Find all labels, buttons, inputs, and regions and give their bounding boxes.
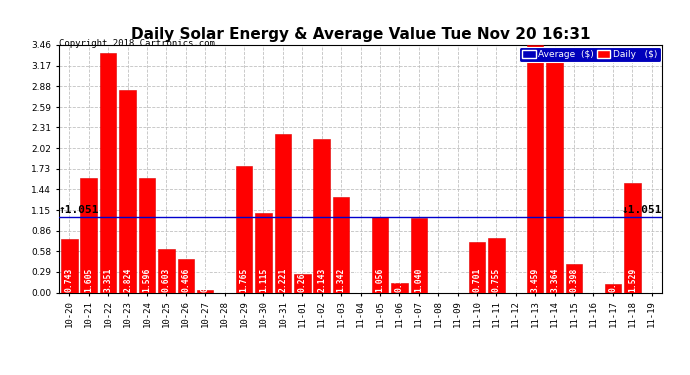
Text: 1.115: 1.115 <box>259 268 268 292</box>
Text: 1.529: 1.529 <box>628 268 637 292</box>
Text: 0.000: 0.000 <box>453 268 462 292</box>
Bar <box>236 166 253 292</box>
Bar <box>197 290 213 292</box>
Text: 0.000: 0.000 <box>356 268 365 292</box>
Bar <box>566 264 582 292</box>
Text: 0.000: 0.000 <box>434 268 443 292</box>
Bar <box>391 283 408 292</box>
Text: Copyright 2018 Cartronics.com: Copyright 2018 Cartronics.com <box>59 39 215 48</box>
Bar <box>411 218 427 292</box>
Text: 0.264: 0.264 <box>298 268 307 292</box>
Bar <box>372 217 388 292</box>
Bar <box>139 178 155 292</box>
Text: 0.116: 0.116 <box>609 268 618 292</box>
Text: 2.143: 2.143 <box>317 268 326 292</box>
Text: 0.030: 0.030 <box>201 268 210 292</box>
Bar <box>61 239 77 292</box>
Bar <box>488 238 504 292</box>
Text: 0.701: 0.701 <box>473 268 482 292</box>
Text: 0.603: 0.603 <box>162 268 171 292</box>
Bar <box>527 45 544 292</box>
Bar <box>177 259 194 292</box>
Text: 1.605: 1.605 <box>84 268 93 292</box>
Bar <box>119 90 136 292</box>
Bar <box>275 134 291 292</box>
Text: 0.000: 0.000 <box>220 268 229 292</box>
Text: 1.342: 1.342 <box>337 268 346 292</box>
Title: Daily Solar Energy & Average Value Tue Nov 20 16:31: Daily Solar Energy & Average Value Tue N… <box>131 27 590 42</box>
Text: 1.765: 1.765 <box>239 268 248 292</box>
Text: 1.596: 1.596 <box>142 268 152 292</box>
Text: 3.364: 3.364 <box>550 268 559 292</box>
Bar <box>100 53 117 292</box>
Bar <box>81 178 97 292</box>
Text: 2.221: 2.221 <box>278 268 287 292</box>
Bar <box>624 183 640 292</box>
Bar <box>546 52 563 292</box>
Text: 1.056: 1.056 <box>375 268 384 292</box>
Bar <box>469 242 485 292</box>
Text: ↓1.051: ↓1.051 <box>622 205 662 215</box>
Text: 0.755: 0.755 <box>492 268 501 292</box>
Bar <box>158 249 175 292</box>
Bar <box>313 139 330 292</box>
Text: 2.824: 2.824 <box>123 268 132 292</box>
Text: 0.743: 0.743 <box>65 268 74 292</box>
Bar <box>333 196 349 292</box>
Bar <box>604 284 621 292</box>
Bar <box>294 274 310 292</box>
Text: 0.000: 0.000 <box>589 268 598 292</box>
Text: ↑1.051: ↑1.051 <box>59 205 99 215</box>
Text: 3.351: 3.351 <box>104 268 112 292</box>
Text: 0.398: 0.398 <box>569 268 579 292</box>
Text: 0.466: 0.466 <box>181 268 190 292</box>
Text: 0.000: 0.000 <box>511 268 520 292</box>
Legend: Average  (\$), Daily   (\$): Average (\$), Daily (\$) <box>519 47 660 62</box>
Bar <box>255 213 272 292</box>
Text: 0.000: 0.000 <box>647 268 656 292</box>
Text: 1.040: 1.040 <box>414 268 423 292</box>
Text: 0.135: 0.135 <box>395 268 404 292</box>
Text: 3.459: 3.459 <box>531 268 540 292</box>
